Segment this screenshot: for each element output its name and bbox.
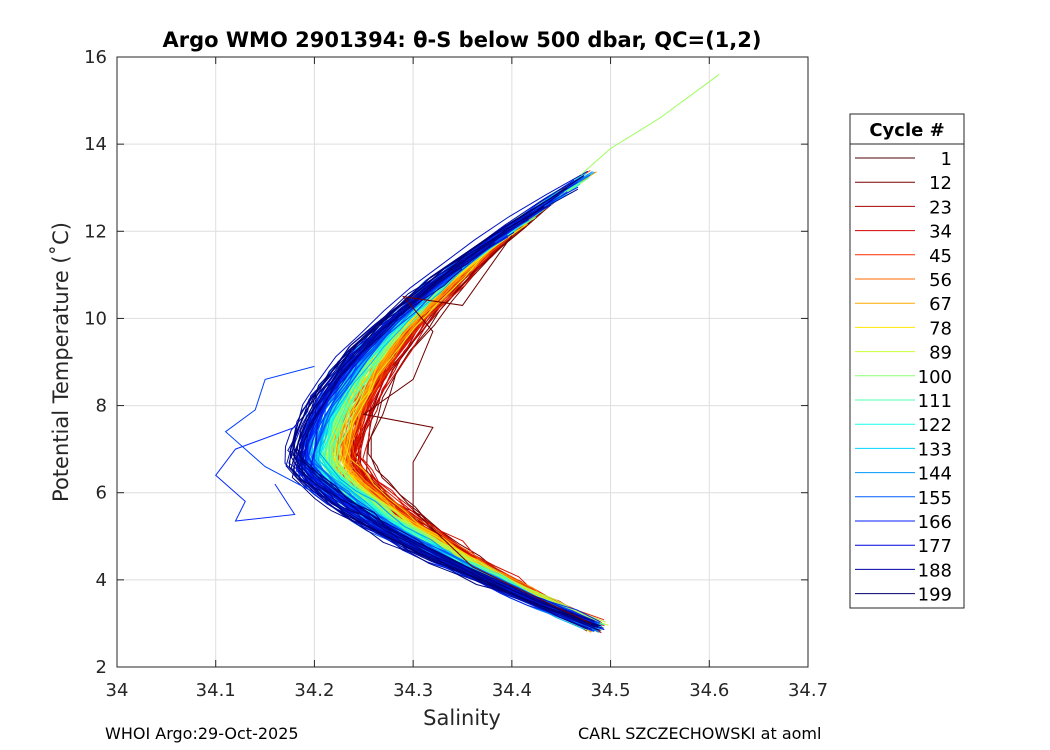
- x-tick-label: 34.2: [294, 680, 334, 701]
- legend-entry-label: 67: [929, 294, 952, 315]
- x-axis-label: Salinity: [423, 706, 501, 730]
- footer-left: WHOI Argo:29-Oct-2025: [105, 724, 299, 743]
- y-tick-label: 12: [84, 221, 107, 242]
- x-tick-label: 34.4: [492, 680, 532, 701]
- x-tick-label: 34.7: [788, 680, 828, 701]
- legend-entry-label: 122: [918, 415, 952, 436]
- cycle-curve: [299, 268, 595, 623]
- early-cycle-curve: [362, 235, 592, 624]
- legend-entry-label: 45: [929, 246, 952, 267]
- y-tick-label: 16: [84, 47, 107, 68]
- x-tick-label: 34.5: [591, 680, 631, 701]
- legend-entry-label: 34: [929, 222, 952, 243]
- legend-entry-label: 89: [929, 343, 952, 364]
- legend-entry-label: 78: [929, 318, 952, 339]
- legend-entry-label: 100: [918, 367, 952, 388]
- cycle-curve: [293, 205, 598, 631]
- legend-title: Cycle #: [869, 120, 944, 141]
- grid-lines: [117, 57, 808, 667]
- plot-frame: [116, 56, 809, 668]
- anomalous-wiggle: [215, 426, 296, 522]
- legend-entry-label: 177: [918, 536, 952, 557]
- legend-entry-label: 133: [918, 439, 952, 460]
- y-axis-label: Potential Temperature (˚C): [49, 222, 73, 502]
- legend-entry-label: 144: [918, 464, 952, 485]
- legend-entry-label: 111: [918, 391, 952, 412]
- axis-ticks: 34 34.1 34.2 34.3 34.4 34.5 34.6 34.7 2 4 6 8 10 12 14…: [84, 47, 828, 701]
- cycle-curve: [362, 197, 605, 627]
- y-tick-label: 10: [84, 308, 107, 329]
- legend-entry-label: 23: [929, 197, 952, 218]
- legend-entry-label: 56: [929, 270, 952, 291]
- y-tick-label: 2: [96, 657, 107, 678]
- y-tick-label: 4: [96, 570, 107, 591]
- legend-entry-label: 166: [918, 512, 952, 533]
- cycle-curve: [292, 217, 588, 630]
- y-tick-label: 14: [84, 134, 107, 155]
- cycle-curve: [290, 175, 601, 627]
- footer-right: CARL SZCZECHOWSKI at aoml: [578, 724, 822, 743]
- x-tick-label: 34.6: [689, 680, 729, 701]
- legend-entry-label: 155: [918, 488, 952, 509]
- y-tick-label: 8: [96, 396, 107, 417]
- legend: Cycle # 1 12 23 34 45 56 67 78 89 100 111 122 133 144…: [849, 113, 965, 609]
- x-tick-label: 34.1: [196, 680, 236, 701]
- x-tick-label: 34.3: [393, 680, 433, 701]
- y-tick-label: 6: [96, 483, 107, 504]
- cycle-curve: [296, 194, 599, 628]
- legend-entry-label: 1: [941, 149, 952, 170]
- cycle-curve: [295, 264, 599, 627]
- legend-entry-label: 12: [929, 173, 952, 194]
- x-tick-label: 34: [106, 680, 129, 701]
- anomalous-wiggle: [224, 365, 315, 494]
- legend-entry-label: 188: [918, 560, 952, 581]
- legend-entry-label: 199: [918, 585, 952, 606]
- cycle-curves: [215, 74, 720, 634]
- extreme-upper-segment: [580, 74, 720, 176]
- chart-title: Argo WMO 2901394: θ-S below 500 dbar, QC…: [163, 28, 762, 52]
